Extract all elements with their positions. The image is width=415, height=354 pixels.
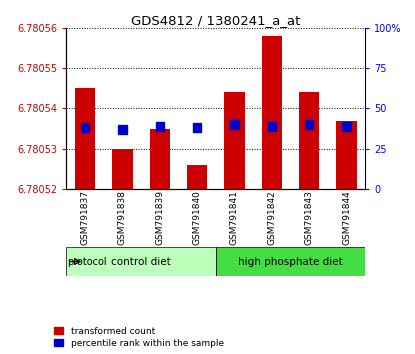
Text: GSM791844: GSM791844 (342, 190, 351, 245)
Text: GSM791842: GSM791842 (267, 190, 276, 245)
Bar (230, 120, 239, 129)
Text: GSM791837: GSM791837 (81, 190, 90, 245)
Text: control diet: control diet (111, 257, 171, 267)
Text: high phosphate diet: high phosphate diet (238, 257, 343, 267)
Text: protocol: protocol (67, 257, 107, 267)
Bar (342, 122, 351, 131)
Bar (149, 129, 170, 189)
Bar (305, 120, 313, 129)
Bar (66, 247, 216, 276)
Bar (75, 88, 95, 189)
Title: GDS4812 / 1380241_a_at: GDS4812 / 1380241_a_at (131, 14, 300, 27)
Bar (268, 122, 276, 131)
Bar (224, 92, 245, 189)
Bar (299, 92, 320, 189)
Bar (261, 36, 282, 189)
Bar (336, 120, 357, 189)
Text: GSM791841: GSM791841 (230, 190, 239, 245)
Text: GSM791838: GSM791838 (118, 190, 127, 245)
Bar (118, 125, 127, 134)
Text: GSM791843: GSM791843 (305, 190, 314, 245)
Legend: transformed count, percentile rank within the sample: transformed count, percentile rank withi… (54, 327, 224, 348)
Bar (216, 247, 365, 276)
Text: GSM791840: GSM791840 (193, 190, 202, 245)
Bar (112, 149, 133, 189)
Text: GSM791839: GSM791839 (155, 190, 164, 245)
Bar (81, 123, 89, 132)
Bar (193, 123, 201, 132)
Bar (156, 122, 164, 131)
Bar (187, 165, 208, 189)
